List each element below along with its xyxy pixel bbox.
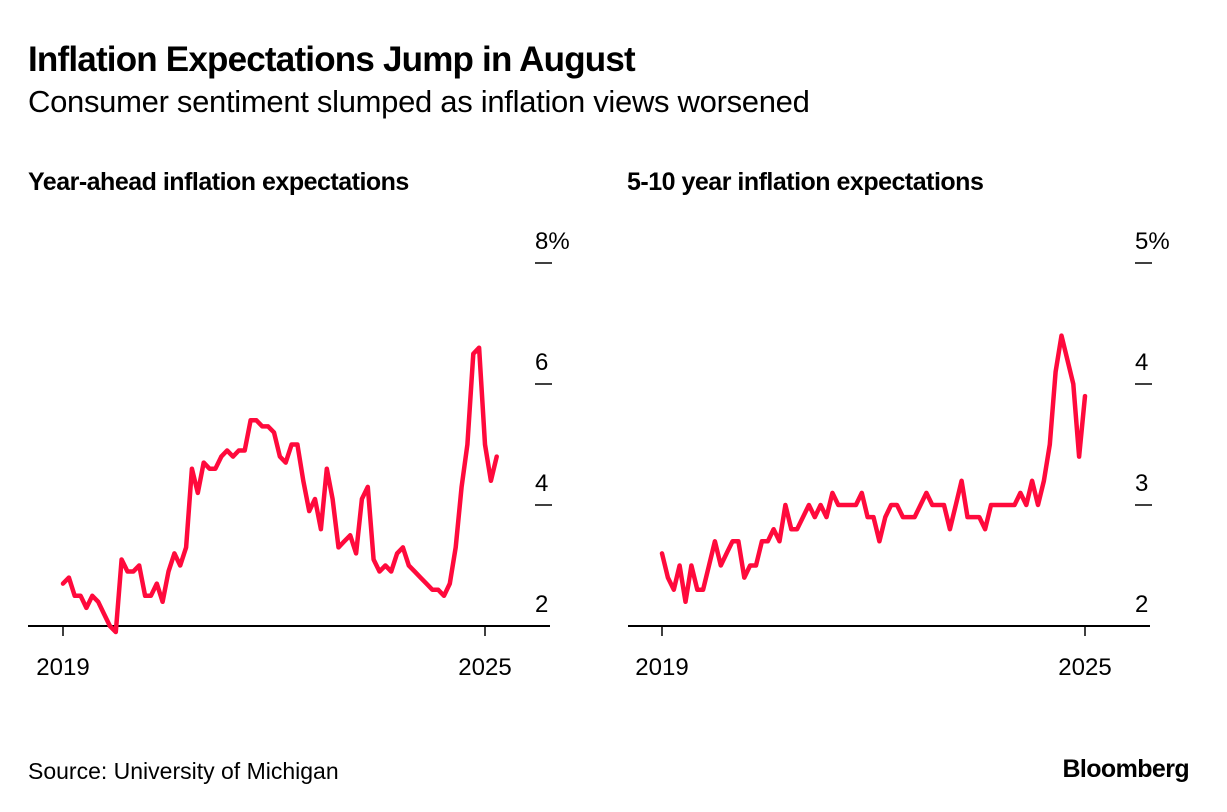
y-tick-label-5-10-year-5: 5% xyxy=(1135,228,1170,255)
y-tick-label-5-10-year-4: 4 xyxy=(1135,349,1148,376)
bloomberg-logo: Bloomberg xyxy=(1062,755,1189,783)
y-tick-label-5-10-year-3: 3 xyxy=(1135,470,1148,497)
series-line-year-ahead xyxy=(60,345,499,635)
y-tick-label-year-ahead-8: 8% xyxy=(535,228,570,255)
source-note: Source: University of Michigan xyxy=(28,758,339,784)
panel-title-year-ahead: Year-ahead inflation expectations xyxy=(28,168,409,196)
chart-subtitle: Consumer sentiment slumped as inflation … xyxy=(28,84,810,119)
x-tick-label-year-ahead-2019: 2019 xyxy=(36,654,89,681)
x-tick-label-5-10-year-2019: 2019 xyxy=(635,654,688,681)
y-tick-label-year-ahead-2: 2 xyxy=(535,591,548,618)
x-tick-label-year-ahead-2025: 2025 xyxy=(458,654,511,681)
y-tick-label-year-ahead-6: 6 xyxy=(535,349,548,376)
y-tick-label-5-10-year-2: 2 xyxy=(1135,591,1148,618)
y-tick-label-year-ahead-4: 4 xyxy=(535,470,548,497)
series-line-5-10-year xyxy=(659,333,1088,605)
chart-title: Inflation Expectations Jump in August xyxy=(28,40,636,79)
panel-title-5-10-year: 5-10 year inflation expectations xyxy=(627,168,984,196)
x-tick-label-5-10-year-2025: 2025 xyxy=(1058,654,1111,681)
